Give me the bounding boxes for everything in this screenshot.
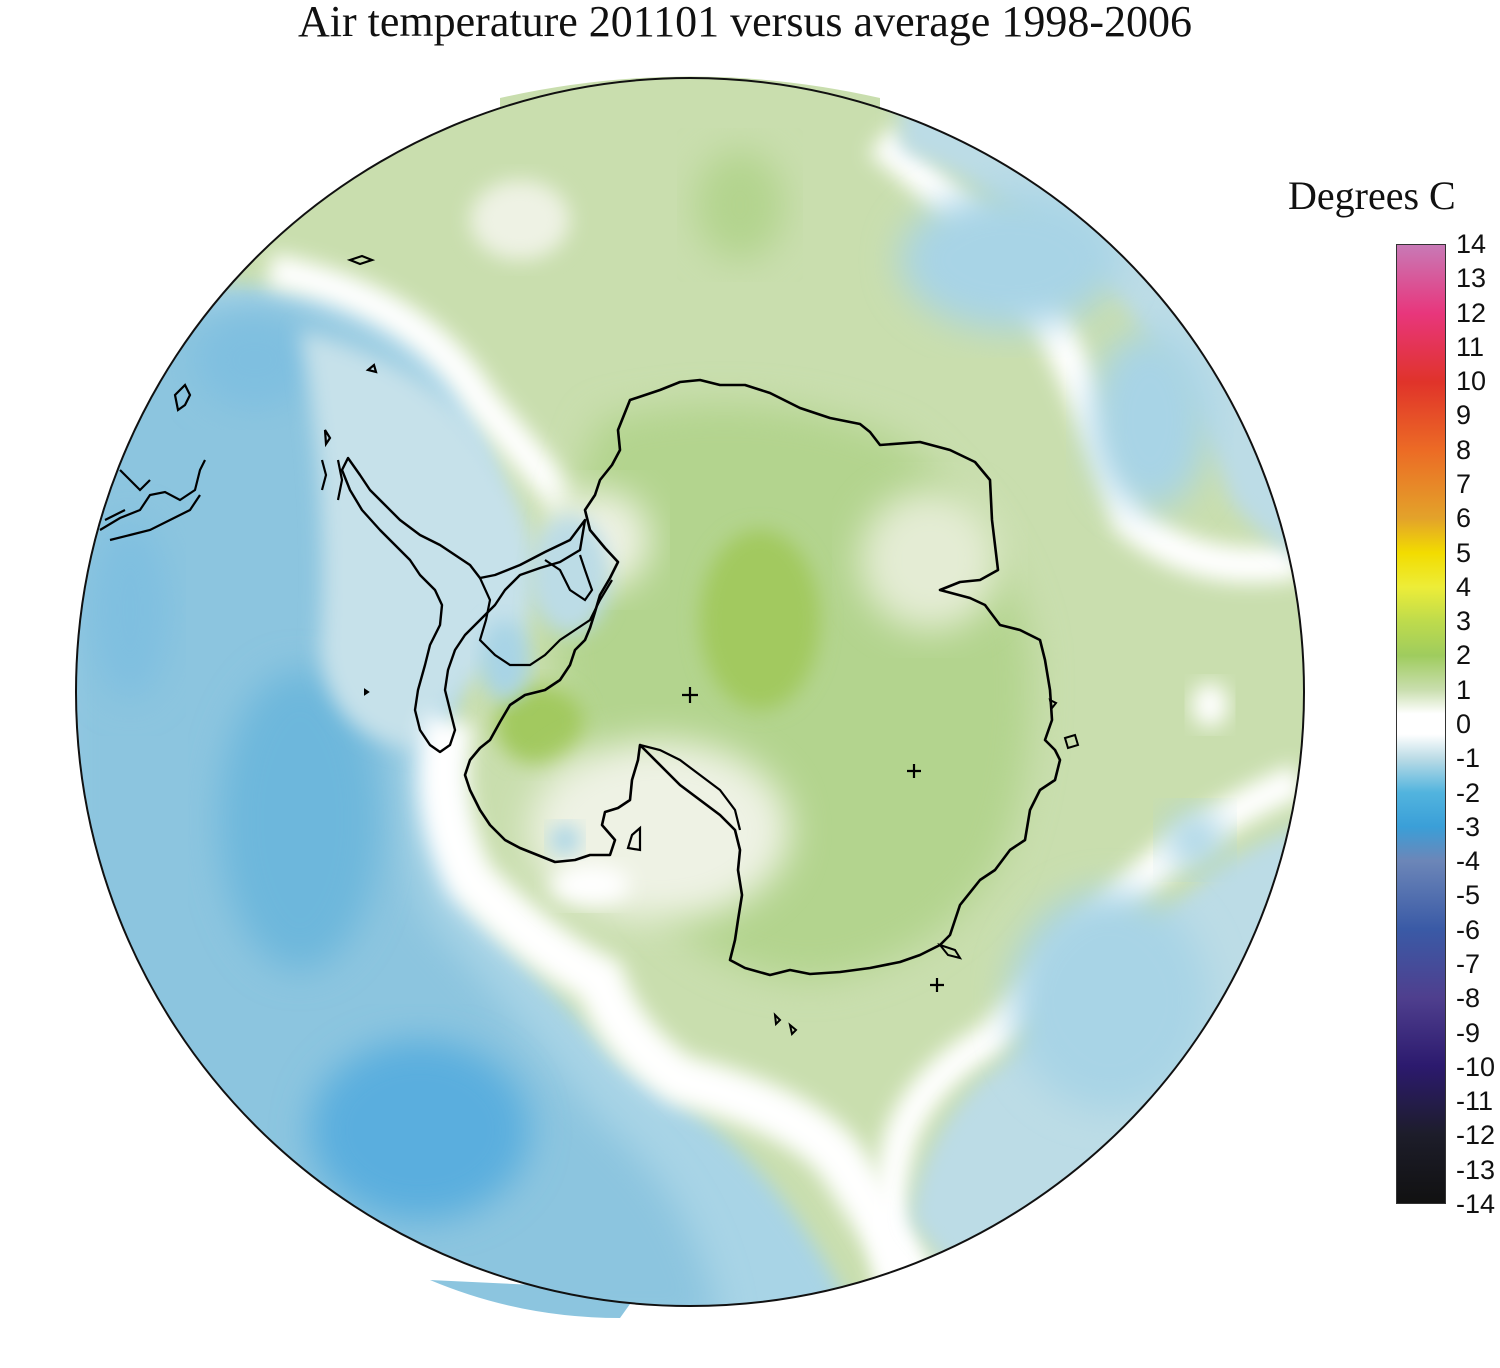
colorbar-tick-label: 14 xyxy=(1456,229,1487,259)
colorbar-tick-label: -14 xyxy=(1456,1189,1496,1219)
colorbar-tick-label: -6 xyxy=(1456,914,1481,945)
colorbar-tick-label: -12 xyxy=(1456,1120,1496,1151)
colorbar-tick-label: 2 xyxy=(1456,640,1472,671)
weddell-ice-shelf xyxy=(478,554,613,667)
colorbar-tick-label: 8 xyxy=(1456,434,1472,465)
colorbar-tick-label: 12 xyxy=(1456,297,1487,328)
south-pole-marker xyxy=(682,687,698,703)
antarctic-peninsula-coastline xyxy=(340,456,587,754)
colorbar-tick-label: -3 xyxy=(1456,811,1481,842)
colorbar-tick-label: -1 xyxy=(1456,743,1481,774)
colorbar-tick-label: 0 xyxy=(1456,709,1472,739)
colorbar-tick-label: 5 xyxy=(1456,537,1472,568)
map-boundary xyxy=(75,77,1305,1307)
colorbar-tick-label: 13 xyxy=(1456,263,1487,294)
ross-ice-shelf xyxy=(626,743,742,852)
colorbar-tick-label: 7 xyxy=(1456,469,1472,499)
colorbar-tick-label: -8 xyxy=(1456,983,1481,1014)
colorbar-tick-label: -13 xyxy=(1456,1154,1496,1185)
colorbar-tick-label: 11 xyxy=(1456,331,1485,362)
colorbar-tick-label: 1 xyxy=(1456,674,1472,705)
colorbar-tick-label: 10 xyxy=(1456,366,1487,397)
colorbar-tick-label: -9 xyxy=(1456,1017,1481,1048)
south-america-tip xyxy=(99,254,378,542)
colorbar-tick-label: -4 xyxy=(1456,846,1481,877)
coastal-islands xyxy=(364,688,1080,1036)
colorbar-tick-label: -5 xyxy=(1456,880,1481,911)
colorbar-tick-label: -11 xyxy=(1456,1086,1494,1117)
colorbar-tick-label: -2 xyxy=(1456,777,1481,808)
station-marker-southeast xyxy=(930,978,944,992)
colorbar-tick-label: -10 xyxy=(1456,1051,1496,1082)
colorbar-tick-label: 4 xyxy=(1456,571,1472,602)
station-marker-east xyxy=(907,764,921,778)
colorbar-tick-label: 6 xyxy=(1456,503,1472,534)
colorbar-tick-label: 9 xyxy=(1456,400,1472,431)
legend-title: Degrees C xyxy=(1288,173,1456,218)
station-markers xyxy=(682,687,944,992)
colorbar xyxy=(1396,244,1446,1204)
colorbar-tick-label: 3 xyxy=(1456,606,1472,637)
map-title: Air temperature 201101 versus average 19… xyxy=(298,0,1192,46)
colorbar-tick-label: -7 xyxy=(1456,949,1481,979)
antarctica-coastline xyxy=(463,378,1062,977)
